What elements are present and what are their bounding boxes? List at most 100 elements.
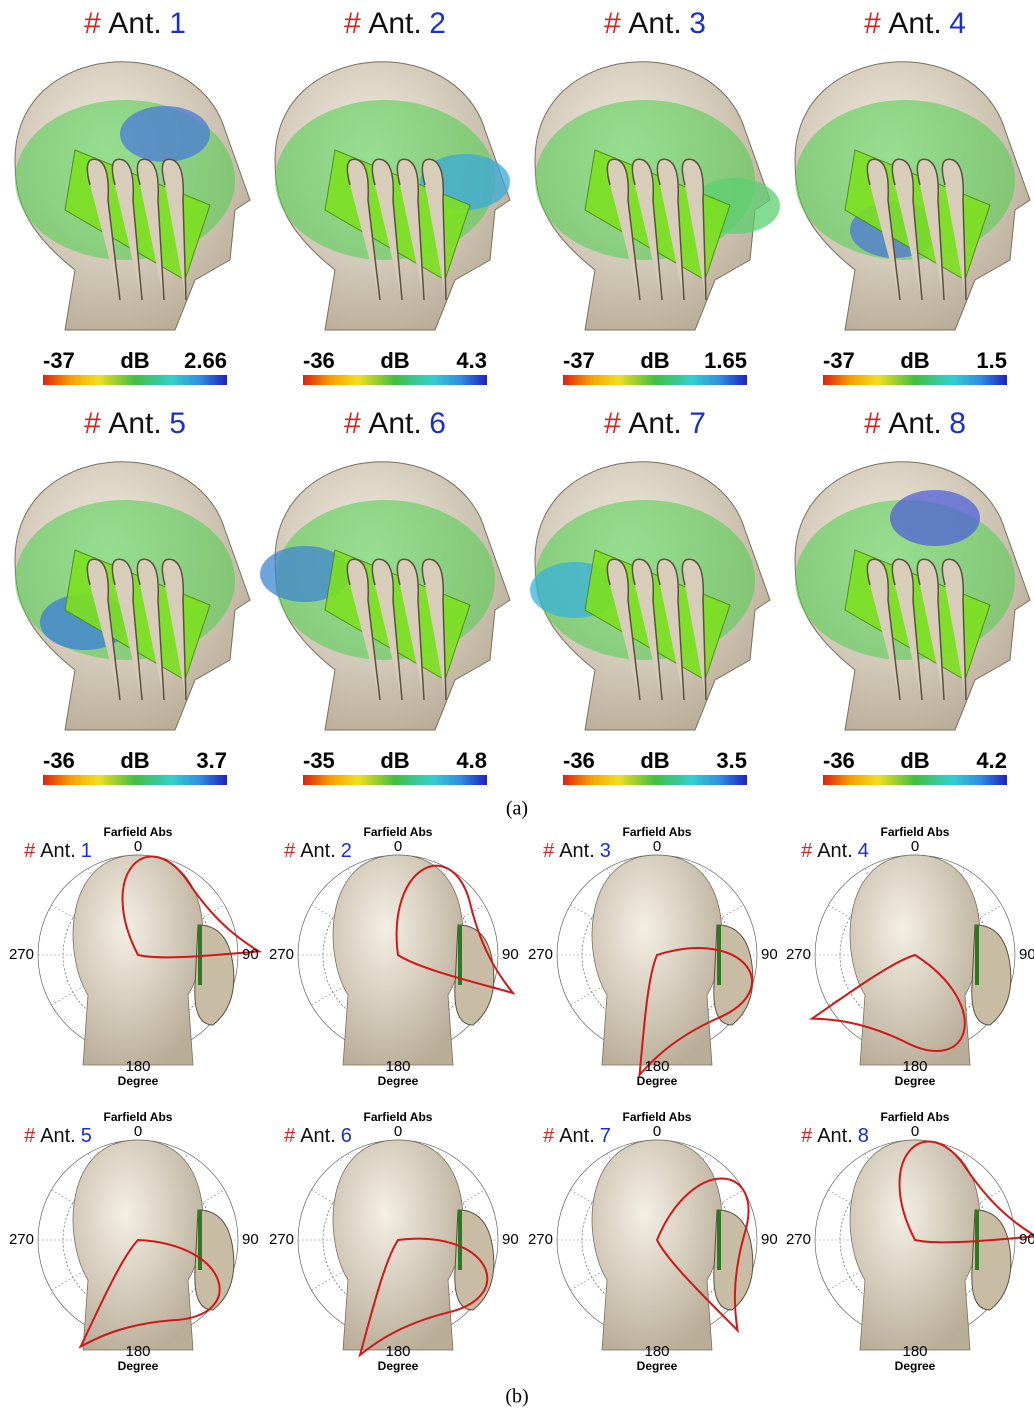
angle-label: 90 [502,1231,519,1248]
finger [941,158,967,301]
title-part: # [24,840,36,862]
scale-min: -35 [303,748,335,773]
title-part: 5 [81,1125,92,1147]
title-part: 5 [169,407,186,440]
field-hotspot [260,546,350,602]
radiation-pattern [358,1237,489,1358]
scale-min: -36 [303,348,335,373]
finger [396,558,425,701]
polar-title: Farfield Abs [623,1110,692,1124]
title-part: 6 [429,407,446,440]
head-figure [14,61,251,331]
title-part: 3 [689,7,706,40]
field-hotspot [120,106,210,162]
antenna-title: # Ant. 6 [284,1125,352,1147]
angle-label: 0 [911,1123,919,1140]
title-part: 1 [81,840,92,862]
scale-min: -36 [43,748,75,773]
finger [681,158,707,301]
antenna-title: # Ant. 5 [84,407,186,440]
field-hotspot [890,490,980,546]
title-part: Ant. [300,1125,336,1147]
hand [454,924,495,1026]
colorbar [43,775,227,785]
head-figure [14,461,251,731]
scale-min: -36 [563,748,595,773]
polar-plot [556,854,758,1078]
scale-min: -36 [823,748,855,773]
title-part: 6 [341,1125,352,1147]
finger [866,558,901,701]
title-part: Ant. [40,1125,76,1147]
scale-unit: dB [640,348,669,373]
title-part: # [543,1125,555,1147]
title-part: Ant. [559,840,595,862]
axis-label: Degree [118,1359,159,1373]
angle-label: 0 [653,1123,661,1140]
panel-label: (a) [506,798,528,820]
angle-label: 90 [1019,1231,1034,1248]
polar-title: Farfield Abs [104,825,173,839]
hand [194,1209,235,1311]
title-part: # [84,7,101,40]
radiation-pattern [121,855,263,959]
scale-unit: dB [120,748,149,773]
colorbar [823,775,1007,785]
title-part: Ant. [817,1125,853,1147]
title-part: Ant. [300,840,336,862]
title-part: Ant. [817,840,853,862]
finger [111,158,143,301]
angle-label: 270 [9,946,34,963]
colorbar [823,375,1007,385]
head-back [591,854,723,1066]
angle-label: 270 [528,946,553,963]
axis-label: Degree [118,1074,159,1088]
title-part: 1 [169,7,186,40]
radiation-pattern [395,864,516,995]
title-part: Ant. [888,407,941,440]
title-part: # [864,407,881,440]
hand [971,924,1012,1026]
title-part: 2 [341,840,352,862]
title-part: # [801,1125,813,1147]
polar-title: Farfield Abs [623,825,692,839]
angle-label: 90 [761,1231,778,1248]
title-part: # [284,1125,296,1147]
finger [346,158,381,301]
antenna-title: # Ant. 8 [801,1125,869,1147]
scale-min: -37 [43,348,75,373]
angle-label: 90 [761,946,778,963]
radiation-pattern [898,1140,1034,1244]
title-part: # [543,840,555,862]
antenna-title: # Ant. 3 [604,7,706,40]
polar-plot [808,854,1016,1066]
axis-label: Degree [637,1359,678,1373]
angle-label: 0 [134,1123,142,1140]
angle-label: 0 [394,838,402,855]
axis-label: Degree [378,1359,419,1373]
panel-label: (b) [505,1386,528,1408]
hand [713,1209,754,1311]
finger [396,158,425,301]
polar-title: Farfield Abs [364,1110,433,1124]
angle-label: 0 [394,1123,402,1140]
title-part: # [284,840,296,862]
finger [371,158,403,301]
angle-label: 180 [385,1058,410,1075]
polar-title: Farfield Abs [104,1110,173,1124]
finger [656,158,685,301]
colorbar [43,375,227,385]
finger [346,558,381,701]
radiation-pattern [808,953,966,1052]
angle-label: 180 [902,1058,927,1075]
finger [606,558,641,701]
polar-title: Farfield Abs [364,825,433,839]
title-part: 3 [600,840,611,862]
title-part: # [604,7,621,40]
angle-label: 270 [9,1231,34,1248]
head-back [849,1139,981,1351]
antenna-title: # Ant. 7 [543,1125,611,1147]
angle-label: 90 [502,946,519,963]
head-figure [794,461,1031,731]
